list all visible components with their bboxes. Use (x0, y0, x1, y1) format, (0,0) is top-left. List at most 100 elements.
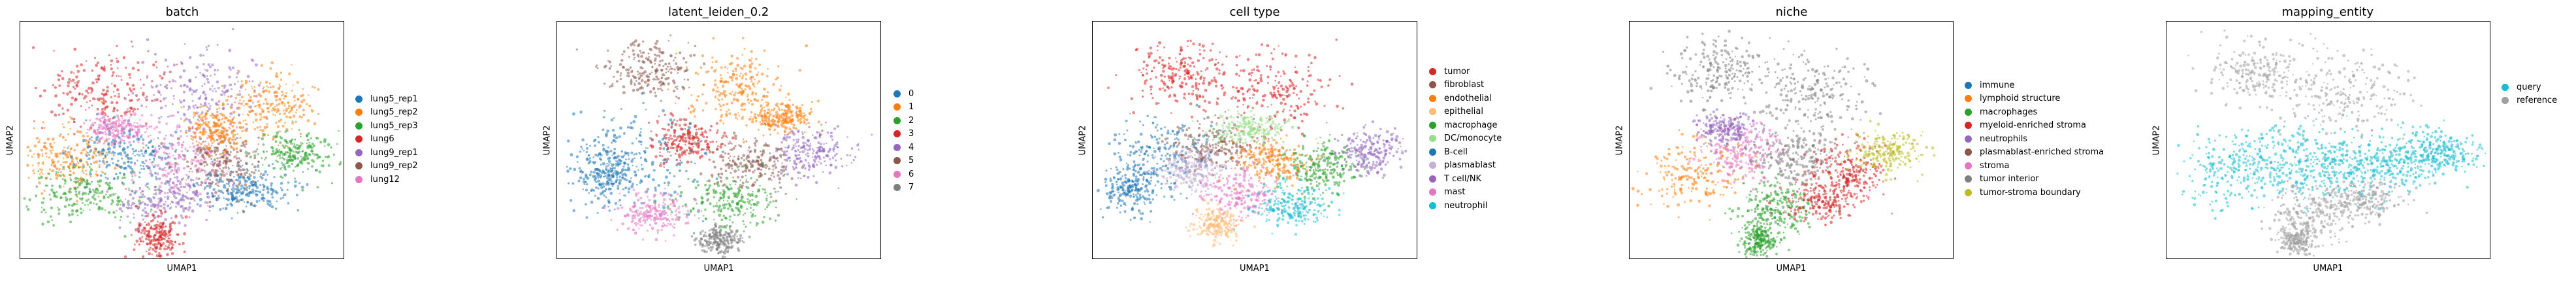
data-point (654, 155, 658, 158)
data-point (818, 149, 822, 153)
data-point (285, 92, 288, 95)
data-point (95, 154, 97, 157)
data-point (756, 161, 759, 164)
data-point (254, 113, 258, 116)
data-point (118, 145, 121, 148)
data-point (777, 160, 779, 162)
data-point (257, 136, 260, 139)
data-point (35, 137, 39, 140)
data-point (822, 171, 824, 173)
data-point (120, 215, 123, 219)
data-point (229, 178, 233, 181)
data-point (72, 202, 76, 205)
data-point (647, 58, 649, 61)
data-point (55, 170, 57, 173)
data-point (735, 70, 737, 73)
data-point (222, 150, 225, 152)
data-point (112, 177, 116, 181)
data-point (234, 97, 237, 99)
data-point (739, 66, 742, 69)
data-point (126, 107, 129, 111)
data-point (586, 147, 588, 150)
data-point (97, 112, 101, 116)
data-point (101, 116, 104, 120)
data-point (788, 145, 790, 147)
data-point (160, 115, 163, 118)
data-point (763, 144, 765, 147)
data-point (311, 165, 314, 168)
data-point (270, 192, 274, 196)
data-point (711, 56, 714, 59)
data-point (102, 152, 105, 154)
data-point (148, 248, 151, 251)
data-point (758, 172, 762, 175)
data-point (150, 239, 154, 242)
data-point (98, 99, 101, 102)
data-point (167, 147, 170, 150)
data-point (728, 112, 732, 115)
data-point (214, 88, 216, 90)
data-point (258, 106, 261, 109)
data-point (744, 72, 748, 76)
data-point (73, 72, 75, 74)
data-point (180, 204, 184, 208)
data-point (769, 177, 771, 180)
data-point (676, 85, 679, 88)
data-point (311, 146, 314, 149)
data-point (721, 98, 724, 101)
data-point (278, 149, 281, 151)
data-point (176, 63, 178, 65)
legend-marker (355, 122, 362, 130)
data-point (41, 154, 44, 158)
data-point (656, 54, 659, 57)
data-point (636, 183, 638, 186)
data-point (693, 178, 696, 181)
data-point (158, 167, 161, 170)
data-point (266, 190, 270, 194)
data-point (657, 88, 660, 90)
data-point (749, 200, 751, 202)
data-point (89, 149, 93, 152)
data-point (246, 177, 249, 179)
data-point (114, 143, 117, 145)
data-point (253, 154, 257, 157)
data-point (48, 156, 51, 159)
data-point (146, 250, 148, 253)
data-point (300, 116, 304, 118)
data-point (129, 122, 133, 126)
data-point (50, 188, 54, 192)
data-point (112, 145, 116, 149)
data-point (146, 77, 148, 79)
data-point (615, 136, 619, 139)
data-point (721, 159, 724, 162)
data-point (164, 182, 167, 185)
data-point (265, 179, 268, 181)
data-point (267, 133, 270, 137)
point-cluster-lung6 (123, 204, 188, 258)
data-point (127, 73, 131, 77)
data-point (642, 91, 645, 95)
data-point (103, 65, 106, 67)
data-point (168, 164, 170, 166)
data-point (630, 82, 633, 86)
data-point (780, 156, 782, 158)
data-point (170, 246, 174, 249)
data-point (272, 149, 275, 153)
data-point (129, 116, 131, 118)
data-point (201, 85, 204, 87)
data-point (153, 224, 156, 227)
data-point (781, 162, 783, 164)
data-point (679, 66, 683, 69)
data-point (632, 75, 634, 77)
data-point (757, 156, 761, 159)
data-point (667, 82, 670, 86)
data-point (739, 75, 741, 77)
data-point (69, 155, 73, 159)
data-point (169, 133, 172, 137)
data-point (629, 126, 632, 130)
data-point (141, 236, 144, 238)
data-point (159, 204, 163, 208)
data-point (682, 138, 685, 141)
data-point (176, 183, 178, 186)
data-point (149, 169, 152, 172)
